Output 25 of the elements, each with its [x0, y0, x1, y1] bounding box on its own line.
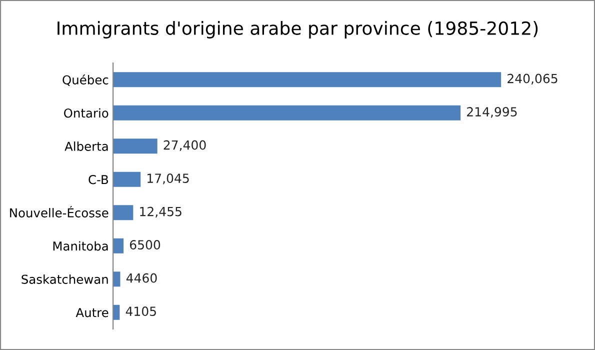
bar: [113, 272, 120, 287]
y-tick-label: Alberta: [64, 141, 108, 151]
data-label: 4105: [126, 306, 156, 316]
bar: [113, 205, 134, 220]
data-label: 6500: [130, 240, 160, 250]
bar: [113, 105, 461, 120]
y-tick-label: Québec: [62, 74, 108, 86]
bar: [113, 72, 502, 88]
bar: [113, 304, 120, 320]
y-tick-label: Manitoba: [53, 241, 108, 251]
bar: [113, 238, 124, 254]
data-label: 12,455: [140, 206, 182, 218]
bar: [113, 138, 158, 154]
bar: [113, 172, 141, 187]
y-tick-label: C-B: [88, 174, 108, 184]
y-tick-label: Saskatchewan: [22, 274, 108, 284]
data-label: 4460: [126, 273, 157, 283]
y-tick-label: Nouvelle-Écosse: [10, 206, 108, 218]
data-label: 240,065: [508, 74, 558, 85]
chart-title: Immigrants d'origine arabe par province (1985-2012): [58, 21, 538, 38]
y-tick-label: Autre: [76, 308, 108, 318]
data-label: 27,400: [164, 140, 206, 152]
data-label: 17,045: [148, 174, 189, 184]
y-tick-label: Ontario: [64, 108, 108, 118]
data-label: 214,995: [467, 107, 517, 118]
